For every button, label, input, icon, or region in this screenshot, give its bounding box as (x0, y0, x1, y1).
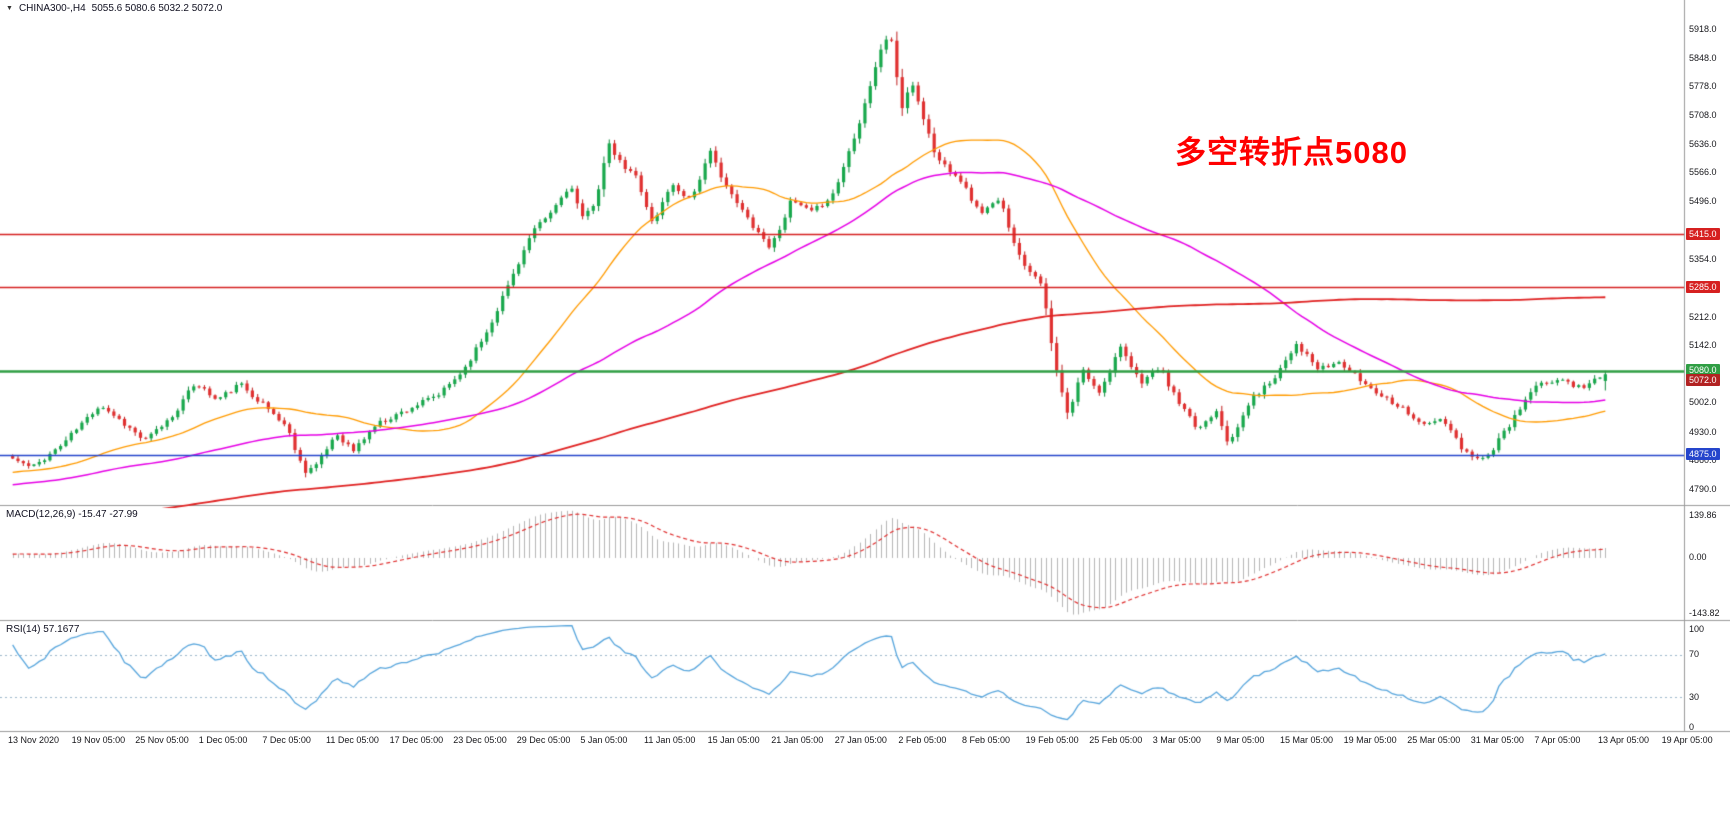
price-level-marker: 5080.0 (1686, 364, 1720, 377)
time-axis-label: 17 Dec 05:00 (389, 735, 444, 745)
price-level-marker: 4875.0 (1686, 448, 1720, 460)
time-axis[interactable]: 13 Nov 2020 19 Nov 05:00 25 Nov 05:00 1 Dec… (0, 735, 1730, 751)
time-axis-label: 19 Apr 05:00 (1661, 735, 1713, 745)
price-axis-tick: 5636.0 (1689, 138, 1717, 149)
price-axis-tick: 5566.0 (1689, 167, 1717, 178)
current-price-marker: 5072.0 (1686, 373, 1720, 386)
time-axis-label: 11 Dec 05:00 (326, 735, 379, 745)
price-axis-tick: 5002.0 (1689, 397, 1717, 408)
time-axis-label: 5 Jan 05:00 (580, 735, 628, 745)
time-axis-label: 11 Jan 05:00 (644, 735, 696, 745)
time-axis-label: 1 Dec 05:00 (198, 735, 248, 745)
price-axis-tick: 5778.0 (1689, 81, 1717, 92)
time-axis-label: 15 Mar 05:00 (1280, 735, 1334, 745)
time-axis-label: 15 Jan 05:00 (707, 735, 760, 745)
price-level-marker: 5415.0 (1686, 227, 1720, 240)
time-axis-label: 9 Mar 05:00 (1216, 735, 1265, 745)
time-axis-label: 25 Mar 05:00 (1407, 735, 1461, 745)
time-axis-label: 3 Mar 05:00 (1152, 735, 1201, 745)
rsi-axis-tick: 0 (1689, 721, 1695, 732)
time-axis-label: 2 Feb 05:00 (898, 735, 947, 745)
time-axis-label: 8 Feb 05:00 (962, 735, 1011, 745)
price-axis[interactable]: 5918.0 5848.0 5778.0 5708.0 5636.0 5566.0 5496… (1686, 0, 1730, 733)
macd-axis-tick: 139.86 (1689, 509, 1717, 520)
time-axis-label: 29 Dec 05:00 (516, 735, 571, 745)
price-axis-tick: 5354.0 (1689, 253, 1717, 264)
time-axis-label: 21 Jan 05:00 (771, 735, 824, 745)
price-axis-tick: 5142.0 (1689, 340, 1717, 351)
time-axis-label: 7 Dec 05:00 (262, 735, 311, 745)
rsi-axis-tick: 100 (1689, 623, 1705, 634)
price-axis-tick: 4860.0 (1689, 455, 1717, 466)
price-axis-tick: 4930.0 (1689, 426, 1717, 437)
time-axis-label: 23 Dec 05:00 (453, 735, 507, 745)
price-axis-tick: 5848.0 (1689, 52, 1717, 63)
time-axis-label: 7 Apr 05:00 (1534, 735, 1581, 745)
price-axis-tick: 5212.0 (1689, 311, 1717, 322)
price-axis-tick: 5708.0 (1689, 109, 1717, 120)
ohlc-values: 5055.6 5080.6 5032.2 5072.0 (91, 3, 223, 14)
macd-axis-tick: -143.82 (1689, 607, 1720, 618)
rsi-axis-tick: 70 (1689, 649, 1700, 660)
price-axis-tick: 5918.0 (1689, 24, 1717, 35)
time-axis-label: 25 Nov 05:00 (135, 735, 189, 745)
rsi-axis-tick: 30 (1689, 691, 1700, 702)
rsi-indicator-label: RSI(14) 57.1677 (6, 624, 80, 635)
price-level-marker: 5285.0 (1686, 280, 1720, 293)
chart-annotation-text: 多空转折点5080 (1175, 135, 1408, 170)
time-axis-label: 27 Jan 05:00 (834, 735, 887, 745)
macd-axis-tick: 0.00 (1689, 552, 1707, 563)
time-axis-label: 13 Apr 05:00 (1598, 735, 1650, 745)
collapse-triangle-icon[interactable]: ▼ (6, 4, 13, 12)
price-axis-tick: 4790.0 (1689, 483, 1717, 494)
time-axis-label: 25 Feb 05:00 (1089, 735, 1143, 745)
chart-title-bar: ▼ CHINA300-,H4 5055.6 5080.6 5032.2 5072… (6, 3, 222, 14)
time-axis-label: 19 Mar 05:00 (1343, 735, 1397, 745)
time-axis-label: 19 Nov 05:00 (71, 735, 126, 745)
time-axis-label: 31 Mar 05:00 (1470, 735, 1524, 745)
time-axis-label: 13 Nov 2020 (8, 735, 60, 745)
price-axis-tick: 5496.0 (1689, 195, 1717, 206)
symbol-timeframe-label: CHINA300-,H4 (18, 3, 86, 14)
time-axis-label: 19 Feb 05:00 (1025, 735, 1079, 745)
macd-indicator-label: MACD(12,26,9) -15.47 -27.99 (6, 509, 138, 520)
